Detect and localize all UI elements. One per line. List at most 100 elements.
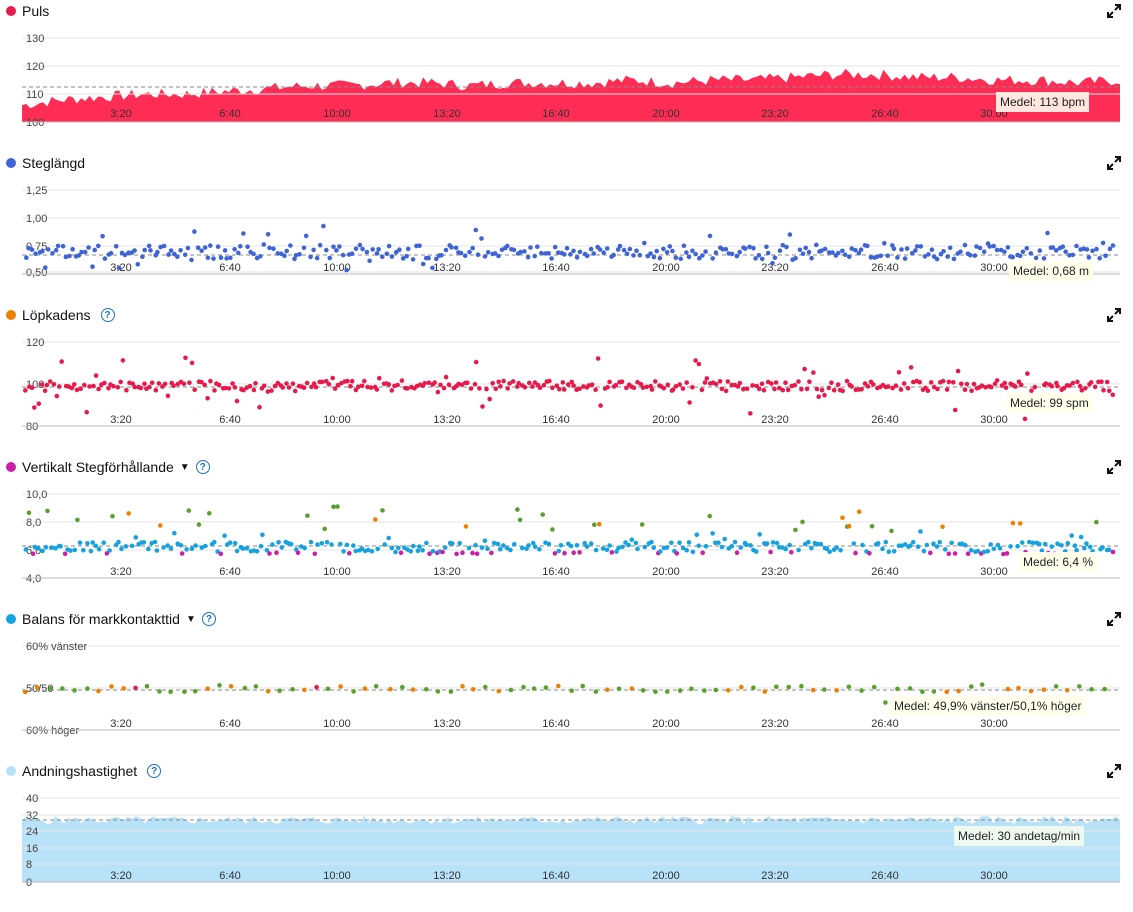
balans-point — [109, 684, 114, 689]
x-tick-label: 26:40 — [871, 108, 899, 120]
balans-point — [325, 686, 331, 692]
x-tick-label: 13:20 — [433, 718, 461, 730]
lopkadens-point — [356, 384, 361, 390]
steglangd-point — [793, 256, 798, 261]
expand-icon[interactable] — [1107, 764, 1121, 778]
vertikalt-point — [584, 544, 590, 549]
lopkadens-point — [257, 404, 262, 410]
y-tick-label: 8 — [26, 859, 32, 871]
lopkadens-point — [713, 381, 719, 387]
expand-icon[interactable] — [1107, 612, 1121, 626]
vertikalt-point — [609, 550, 615, 555]
balans-point — [629, 686, 635, 691]
puls-chart[interactable]: 130 120 110 100 3:20 6:40 10:00 13:20 16:40 20:00… — [0, 0, 1133, 152]
chevron-down-icon[interactable]: ▼ — [185, 613, 196, 625]
steglangd-point — [439, 253, 444, 258]
y-tick-label: 40 — [26, 793, 38, 805]
steglangd-point — [759, 256, 765, 262]
steglangd-point — [284, 248, 290, 254]
steglangd-point — [535, 244, 540, 249]
vertikalt-point — [722, 536, 727, 542]
lopkadens-point — [723, 388, 729, 394]
steglangd-point — [571, 248, 576, 254]
expand-icon[interactable] — [1107, 156, 1121, 170]
lopkadens-point — [212, 388, 217, 393]
help-icon[interactable]: ? — [147, 764, 162, 778]
balans-point — [217, 683, 222, 688]
vertikalt-point — [36, 546, 41, 551]
help-icon[interactable]: ? — [195, 460, 210, 474]
vertikalt-point — [600, 546, 606, 551]
steglangd-point — [405, 246, 411, 252]
steglangd-point — [271, 246, 276, 251]
steglangd-point — [467, 249, 472, 255]
balans-point — [640, 688, 646, 693]
lopkadens-point — [142, 381, 147, 387]
x-tick-label: 20:00 — [652, 414, 680, 426]
expand-icon[interactable] — [1107, 460, 1121, 474]
y-tick-label: 60% vänster — [26, 641, 87, 653]
vertikalt-point — [386, 535, 392, 541]
vertikalt-point — [373, 517, 378, 522]
balans-point — [931, 689, 937, 694]
lopkadens-point — [432, 380, 438, 385]
lopkadens-point — [898, 387, 904, 392]
expand-icon[interactable] — [1107, 4, 1121, 18]
help-icon[interactable]: ? — [100, 308, 115, 322]
steglangd-point — [642, 240, 647, 246]
vertikalt-chart[interactable]: 10,08,06,04,03:20 6:40 10:00 13:20 16:40 20:0… — [0, 456, 1133, 608]
vertikalt-point — [963, 542, 968, 548]
vertikalt-point — [796, 547, 801, 553]
steglangd-point — [934, 256, 940, 262]
lopkadens-point — [649, 387, 655, 392]
lopkadens-point — [171, 383, 176, 388]
vertikalt-point — [1065, 541, 1071, 546]
vertikalt-point — [274, 550, 279, 555]
lopkadens-point — [1070, 380, 1076, 386]
help-icon[interactable]: ? — [201, 612, 216, 626]
steglangd-point — [1045, 230, 1050, 236]
lopkadens-point — [962, 387, 968, 392]
vertikalt-point — [818, 541, 824, 547]
vertikalt-point — [883, 539, 889, 545]
expand-icon[interactable] — [1107, 308, 1121, 322]
vertikalt-point — [146, 546, 151, 552]
vertikalt-point — [227, 540, 233, 545]
vertikalt-point — [212, 539, 217, 545]
vertikalt-point — [1087, 544, 1093, 550]
lopkadens-point — [725, 379, 731, 384]
steglangd-point — [621, 247, 627, 253]
lopkadens-point — [550, 385, 555, 390]
steglangd-point — [485, 250, 491, 255]
steglangd-point — [909, 251, 915, 256]
vertikalt-point — [276, 540, 281, 545]
vertikalt-point — [215, 549, 220, 554]
lopkadens-point — [199, 379, 204, 385]
steglangd-chart[interactable]: 1,251,000,750,503:206:4010:0013:2016:402… — [0, 152, 1133, 304]
lopkadens-point — [814, 386, 820, 392]
steglangd-point — [624, 251, 630, 257]
steglangd-point — [222, 248, 228, 253]
vertikalt-point — [639, 522, 645, 527]
steglangd-point — [349, 251, 355, 256]
lopkadens-point — [565, 382, 571, 387]
lopkadens-point — [465, 380, 470, 386]
steglangd-point — [140, 254, 145, 260]
chevron-down-icon[interactable]: ▼ — [179, 461, 190, 473]
vertikalt-point — [393, 549, 398, 555]
lopkadens-point — [796, 379, 801, 384]
lopkadens-point — [42, 388, 48, 393]
x-tick-label: 26:40 — [871, 414, 899, 426]
steglangd-point — [1067, 253, 1072, 258]
steglangd-point — [168, 248, 174, 253]
vertikalt-point — [1094, 519, 1099, 525]
vertikalt-point — [501, 543, 506, 548]
steglangd-point — [224, 256, 229, 261]
andning-chart[interactable]: 40 32 24 16 8 0 3:20 6:40 10:00 13:20 16:40 20:00 23… — [0, 760, 1133, 912]
balans-chart[interactable]: 60% vänster 50/50 60% höger 3:20 6:40 10:00 13… — [0, 608, 1133, 760]
lopkadens-point — [216, 382, 222, 388]
vertikalt-point — [1055, 541, 1060, 546]
vertikalt-point — [783, 546, 788, 552]
lopkadens-point — [577, 386, 582, 392]
